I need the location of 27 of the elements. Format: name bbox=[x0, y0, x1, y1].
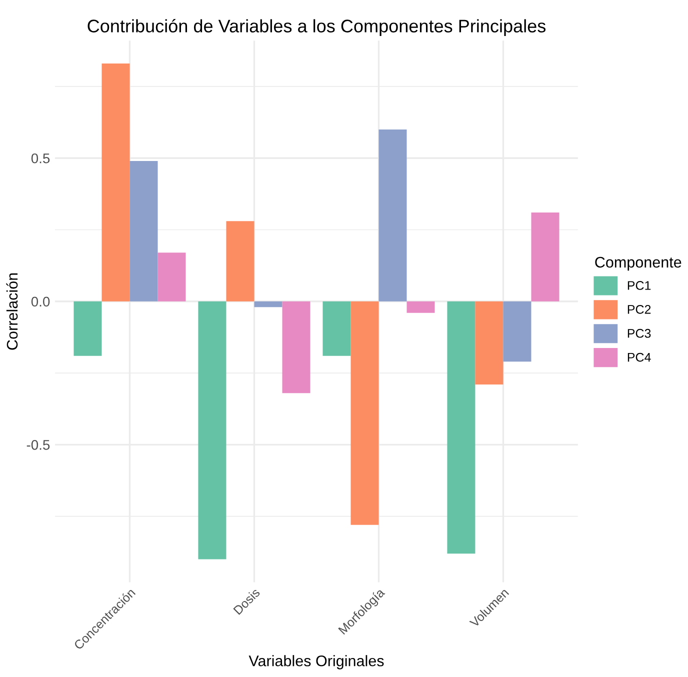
bar bbox=[74, 301, 102, 356]
bar bbox=[350, 301, 379, 525]
legend-label: PC2 bbox=[628, 305, 651, 314]
legend-title: Componente bbox=[595, 256, 682, 271]
legend-label: PC3 bbox=[628, 328, 651, 338]
bar bbox=[531, 212, 560, 302]
bar bbox=[198, 301, 226, 560]
legend-label: PC4 bbox=[628, 352, 651, 362]
y-tick-label: 0.5 bbox=[31, 153, 50, 164]
y-axis-title: Correlación bbox=[6, 273, 18, 350]
bar bbox=[226, 221, 254, 302]
bar bbox=[282, 301, 310, 394]
x-axis-title: Variables Originales bbox=[248, 655, 384, 670]
bar bbox=[447, 301, 476, 554]
bar bbox=[406, 301, 435, 313]
legend-label: PC1 bbox=[628, 281, 651, 290]
bar bbox=[130, 160, 158, 302]
y-tick-label: -0.5 bbox=[26, 440, 50, 450]
y-tick-label: 0.0 bbox=[31, 296, 50, 307]
bar bbox=[503, 301, 532, 362]
chart-title: Contribución de Variables a los Componentes Principales bbox=[88, 18, 546, 36]
bar bbox=[475, 301, 504, 384]
bar bbox=[254, 301, 282, 308]
bar bbox=[158, 252, 186, 302]
bar bbox=[378, 129, 407, 302]
bar bbox=[102, 64, 130, 302]
bar bbox=[322, 301, 351, 356]
